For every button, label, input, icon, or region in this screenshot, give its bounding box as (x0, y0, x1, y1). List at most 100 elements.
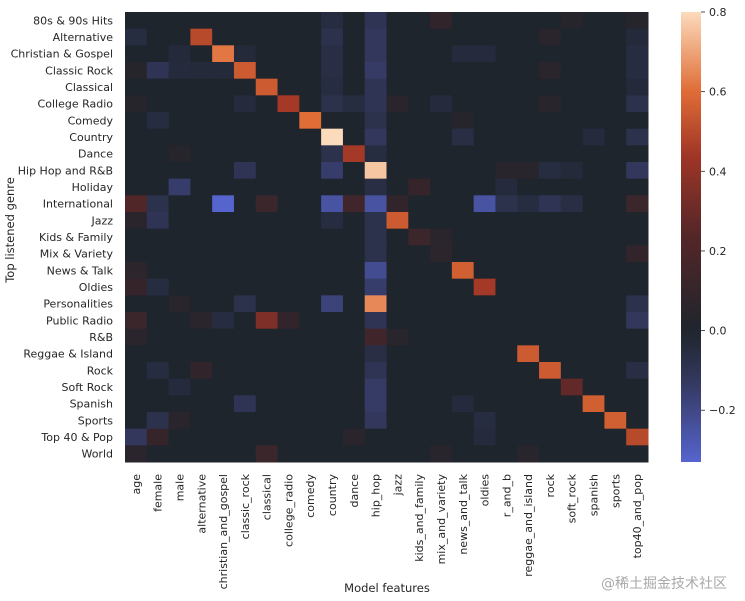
heatmap-cell (539, 195, 562, 213)
heatmap-cell (342, 162, 366, 180)
heatmap-cell (473, 228, 496, 246)
heatmap-cell (408, 195, 431, 213)
heatmap-cell (560, 312, 584, 330)
x-tick-label: hip_hop (370, 474, 383, 517)
heatmap-cell (255, 378, 279, 396)
heatmap-cell (386, 178, 409, 196)
heatmap-cell (386, 295, 409, 313)
heatmap-cell (255, 112, 279, 130)
heatmap-cell (386, 362, 409, 380)
heatmap-cell (626, 28, 649, 46)
heatmap-cell (255, 95, 279, 113)
x-tick-label: sports (609, 474, 622, 508)
heatmap-cell (364, 295, 387, 313)
heatmap-cell (146, 245, 170, 263)
heatmap-cell (604, 45, 627, 63)
heatmap-cell (190, 262, 213, 280)
heatmap-cell (604, 262, 627, 280)
heatmap-cell (582, 195, 605, 213)
heatmap-cell (233, 228, 257, 246)
heatmap-cell (168, 195, 191, 213)
heatmap-cell (299, 228, 322, 246)
heatmap-cell (408, 245, 431, 263)
heatmap-cell (408, 345, 431, 363)
heatmap-cell (321, 195, 344, 213)
heatmap-cell (125, 312, 148, 330)
heatmap-cell (539, 178, 562, 196)
heatmap-cell (212, 195, 235, 213)
heatmap-cell (277, 278, 300, 296)
heatmap-cell (517, 95, 540, 113)
y-tick-label: 80s & 90s Hits (33, 14, 113, 27)
heatmap-cell (408, 12, 431, 30)
heatmap-cell (342, 195, 366, 213)
heatmap-cell (321, 245, 344, 263)
heatmap-cell (212, 428, 235, 446)
heatmap-cell (386, 12, 409, 30)
heatmap-cell (190, 145, 213, 163)
heatmap-cell (146, 212, 170, 230)
heatmap-cell (451, 12, 475, 30)
heatmap-cell (451, 345, 475, 363)
heatmap-cell (430, 178, 453, 196)
heatmap-cell (125, 95, 148, 113)
heatmap-cell (233, 362, 257, 380)
heatmap-cell (255, 195, 279, 213)
heatmap-cell (168, 345, 191, 363)
y-tick-label: World (81, 448, 113, 461)
heatmap-cell (430, 112, 453, 130)
heatmap-cell (342, 112, 366, 130)
heatmap-cell (604, 12, 627, 30)
x-tick-label: reggae_and_island (522, 474, 535, 577)
heatmap-cell (277, 295, 300, 313)
heatmap-cell (364, 195, 387, 213)
heatmap-cell (364, 428, 387, 446)
heatmap-cell (364, 112, 387, 130)
heatmap-cell (517, 428, 540, 446)
heatmap-cell (233, 45, 257, 63)
heatmap-cell (233, 428, 257, 446)
heatmap-cell (626, 228, 649, 246)
y-tick-label: Dance (78, 148, 113, 161)
heatmap-cell (408, 162, 431, 180)
heatmap-cell (430, 278, 453, 296)
heatmap-cell (560, 28, 584, 46)
heatmap-cell (364, 12, 387, 30)
heatmap-cell (473, 45, 496, 63)
heatmap-cell (146, 45, 170, 63)
heatmap-cell (626, 212, 649, 230)
heatmap-cell (364, 178, 387, 196)
heatmap-cell (212, 362, 235, 380)
y-tick-label: News & Talk (47, 264, 114, 277)
heatmap-cell (321, 178, 344, 196)
heatmap-cell (604, 145, 627, 163)
heatmap-cell (408, 212, 431, 230)
heatmap-cell (125, 245, 148, 263)
heatmap-cell (364, 328, 387, 346)
heatmap-cell (299, 145, 322, 163)
heatmap-cell (560, 428, 584, 446)
heatmap-cell (430, 445, 453, 463)
heatmap-cell (473, 195, 496, 213)
heatmap-cell (212, 295, 235, 313)
heatmap-cell (517, 62, 540, 80)
heatmap-cell (473, 62, 496, 80)
heatmap-cell (277, 328, 300, 346)
heatmap-cell (125, 378, 148, 396)
heatmap-cell (364, 312, 387, 330)
heatmap-cell (386, 378, 409, 396)
heatmap-cell (125, 345, 148, 363)
heatmap-cell (190, 428, 213, 446)
heatmap-cell (604, 295, 627, 313)
heatmap-cell (277, 262, 300, 280)
heatmap-cell (430, 78, 453, 96)
heatmap-cell (321, 212, 344, 230)
heatmap-cell (255, 428, 279, 446)
heatmap-cell (146, 12, 170, 30)
heatmap-cell (386, 45, 409, 63)
heatmap-cell (342, 412, 366, 430)
heatmap-cell (190, 412, 213, 430)
heatmap-cell (146, 95, 170, 113)
heatmap-cell (626, 312, 649, 330)
heatmap-cell (386, 112, 409, 130)
